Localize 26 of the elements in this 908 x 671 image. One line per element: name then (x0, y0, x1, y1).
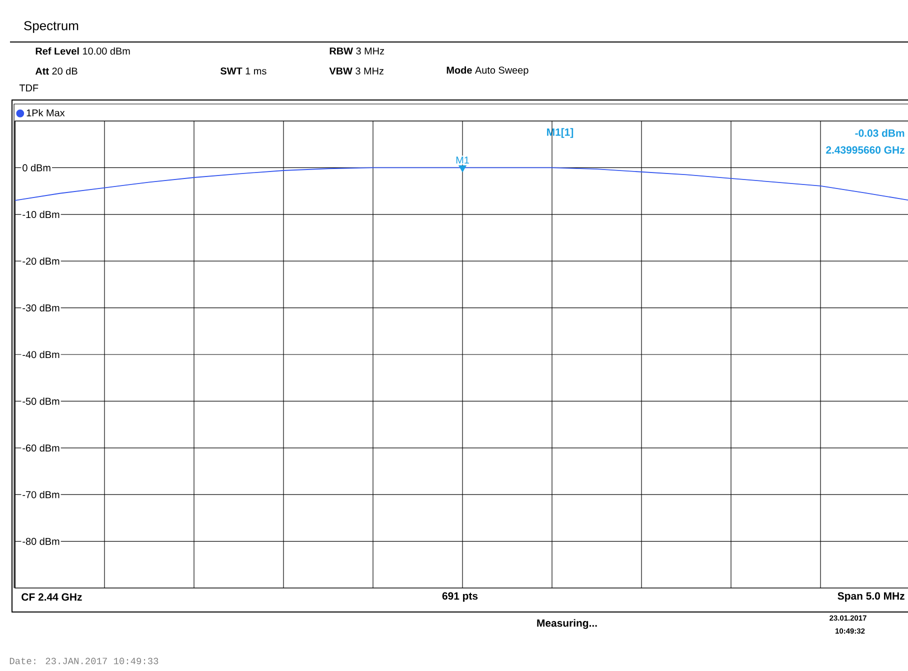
text: Ref Level 10.00 dBm (36, 47, 130, 55)
y-tick-label: -80 dBm (22, 538, 60, 545)
legend-label: 1Pk Max (26, 109, 65, 116)
y-tick-label: -20 dBm (22, 257, 60, 265)
y-tick-label: -60 dBm (22, 444, 60, 452)
text: 691 pts (442, 592, 478, 602)
y-tick-label: -10 dBm (22, 210, 60, 218)
text: Span 5.0 MHz (838, 592, 904, 602)
y-tick-label: -30 dBm (22, 304, 60, 312)
y-tick-label: -70 dBm (22, 490, 60, 498)
y-tick-label: -40 dBm (22, 350, 60, 358)
text: TDF (19, 84, 38, 92)
annotation: 2.43995660 GHz (826, 146, 904, 154)
text: CF 2.44 GHz (22, 593, 82, 601)
text: RBW 3 MHz (330, 47, 384, 55)
y-tick-label: 0 dBm (22, 164, 50, 172)
text: Measuring... (537, 619, 597, 629)
series-label: M1 (456, 156, 469, 164)
y-tick-label: -50 dBm (22, 398, 60, 405)
text: Mode Auto Sweep (446, 66, 528, 76)
text: SWT 1 ms (220, 67, 266, 75)
annotation: -0.03 dBm (855, 129, 904, 137)
text: VBW 3 MHz (329, 67, 384, 75)
text: Date: 23.JAN.2017 10:49:33 (10, 658, 158, 664)
chart-title: Spectrum (24, 21, 78, 33)
text: Att 20 dB (35, 67, 78, 75)
